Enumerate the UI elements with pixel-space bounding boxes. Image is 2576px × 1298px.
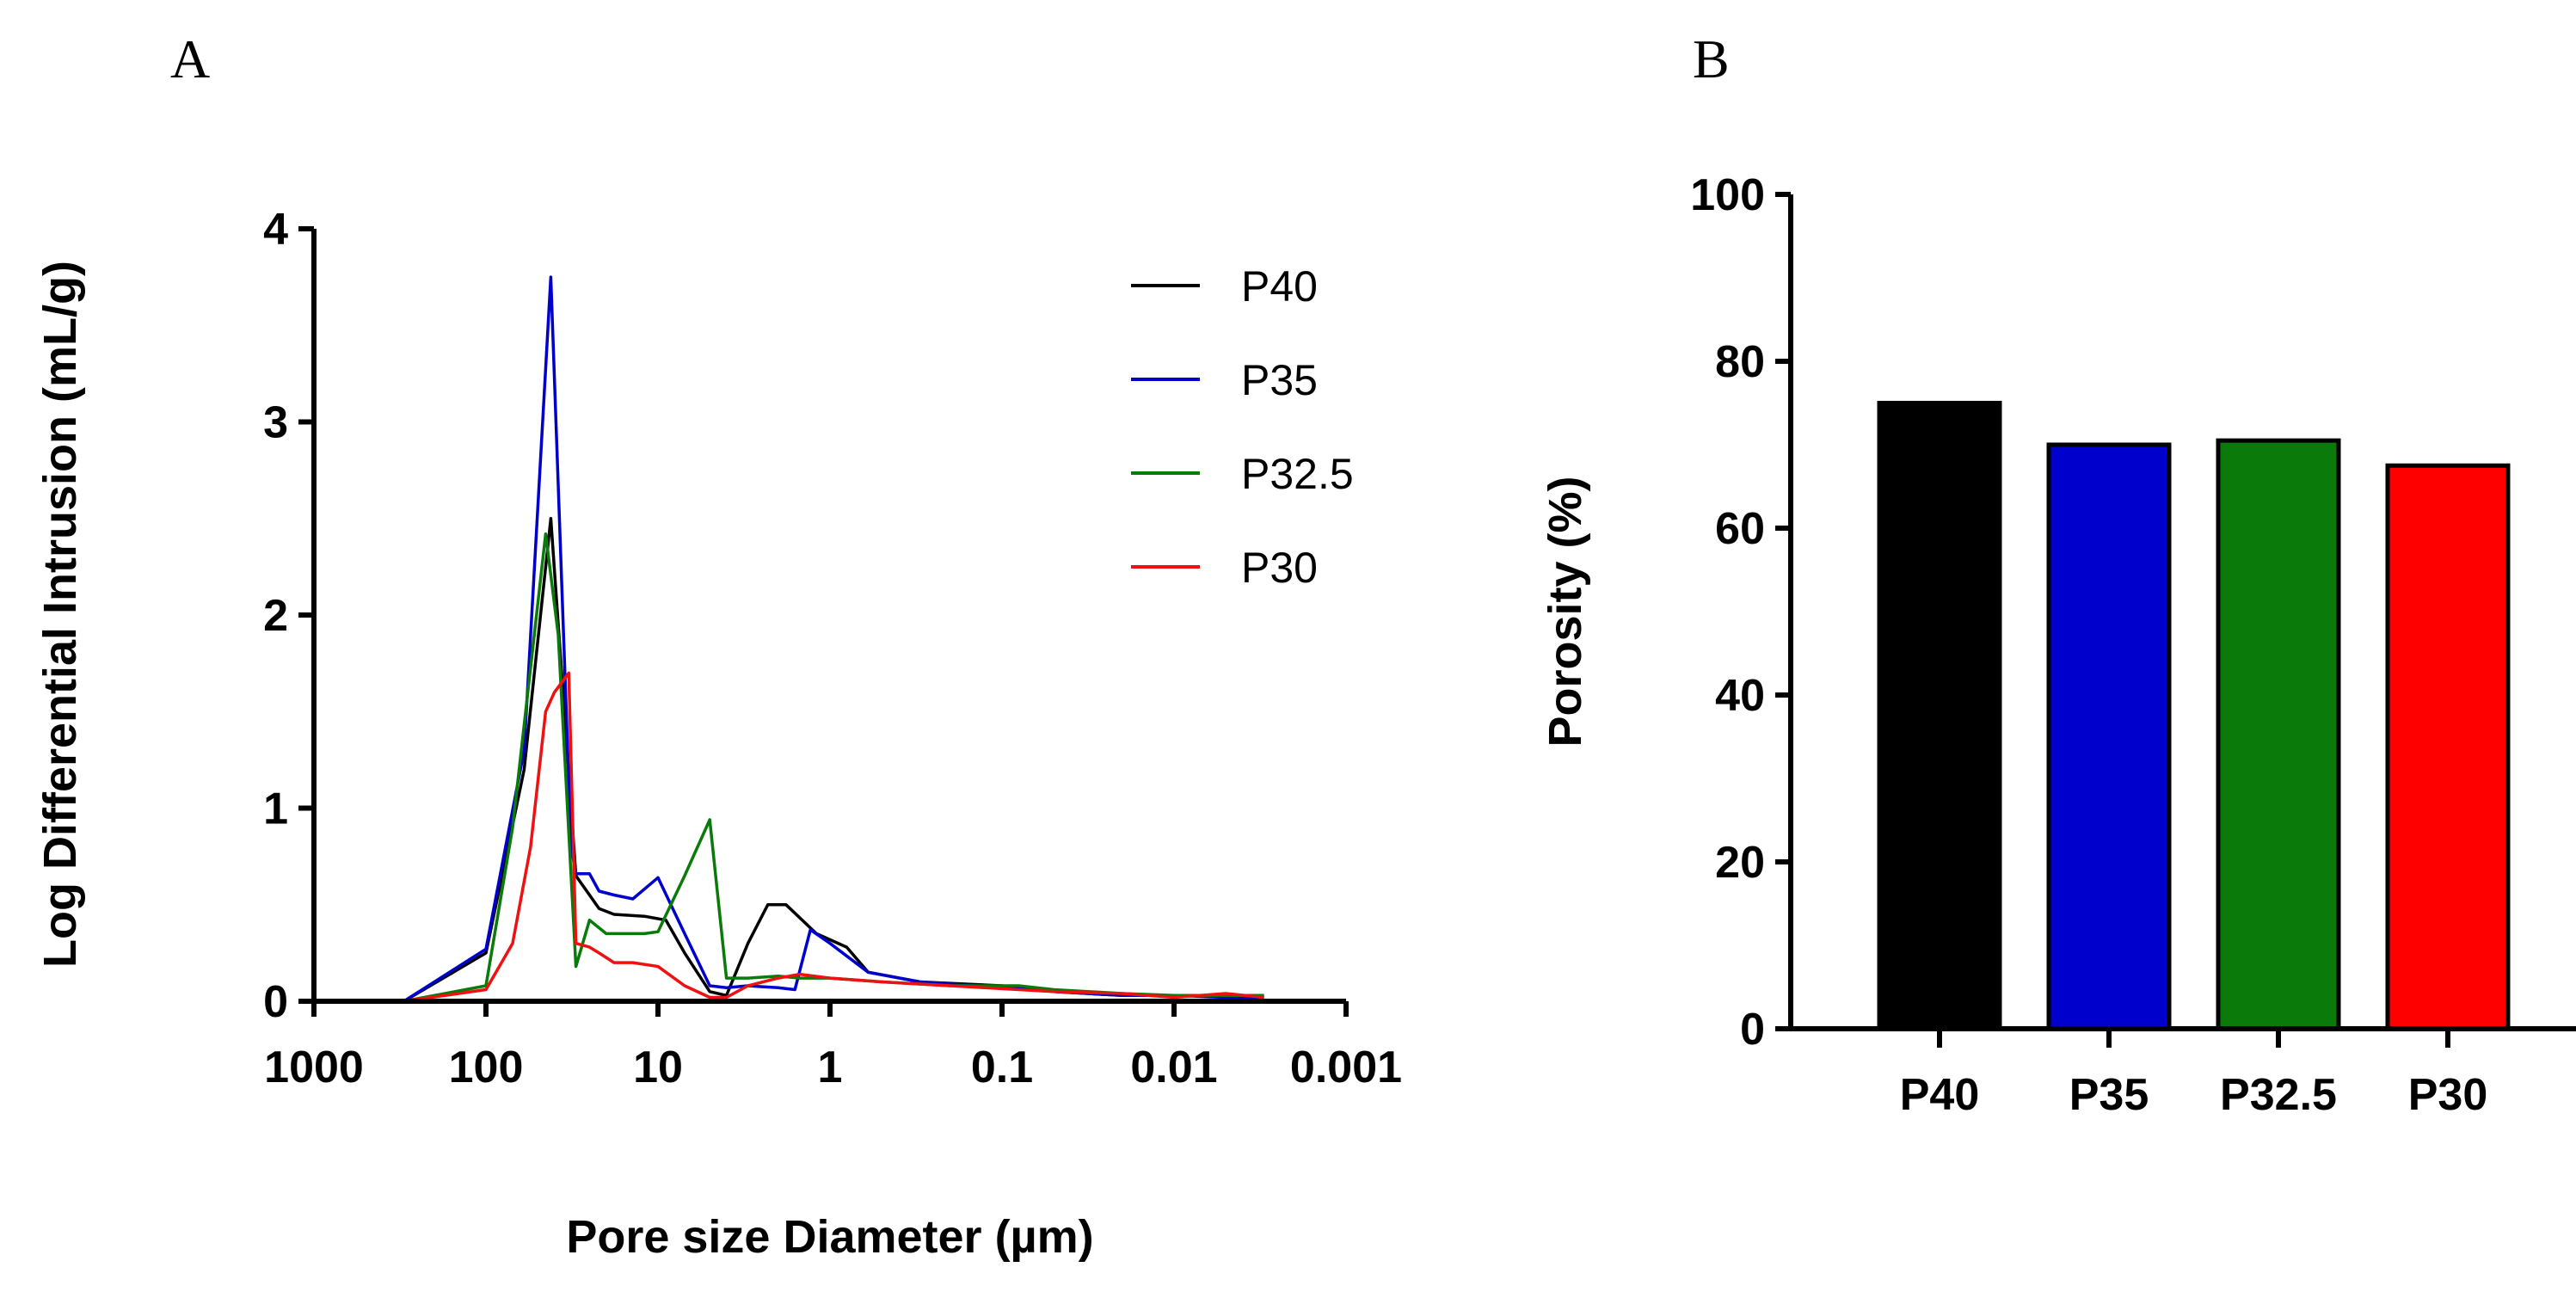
y-tick-label: 100 [1690,170,1765,220]
series-group [403,275,1264,1003]
x-tick-label: P35 [2069,1070,2149,1120]
legend-label: P32.5 [1241,450,1354,498]
panel-label-b: B [1693,28,1730,89]
bar-P32-5 [2216,438,2341,1031]
x-axis-ticks: 1000 100 10 1 0.1 0.01 0.001 [264,1001,1402,1092]
y-tick-label: 0 [1740,1005,1765,1055]
y-tick-label: 4 [263,205,288,255]
x-tick-label: 0.01 [1130,1043,1217,1092]
bar-chart-b: 0 20 40 60 80 100 P40 P35 P32.5 P30 Porosity (%) [1540,170,2576,1120]
bar-P30 [2385,463,2511,1031]
y-axis-title: Log Differential Intrusion (mL/g) [34,261,86,968]
x-tick-label: 1 [818,1043,843,1092]
panel-label-a: A [170,28,210,89]
x-tick-label: 1000 [264,1043,364,1092]
bars-group [1877,401,2511,1031]
y-axis-ticks: 0 1 2 3 4 [263,205,314,1027]
x-tick-label: 100 [449,1043,524,1092]
y-tick-label: 20 [1715,838,1765,888]
y-tick-label: 2 [263,591,288,641]
legend-label: P35 [1241,356,1318,404]
x-tick-label: 10 [633,1043,683,1092]
line-chart-a: 0 1 2 3 4 1000 100 10 1 0.1 0.01 0.001 Pore size D… [34,205,1402,1263]
legend: P40 P35 P32.5 P30 [1131,262,1354,592]
y-tick-label: 40 [1715,671,1765,721]
x-tick-label: P32.5 [2220,1070,2337,1120]
bar-P40 [1877,401,2002,1031]
x-axis-ticks: P40 P35 P32.5 P30 [1900,1029,2488,1120]
x-tick-label: P40 [1900,1070,1980,1120]
x-tick-label: 0.001 [1290,1043,1402,1092]
y-tick-label: 1 [263,784,288,834]
y-tick-label: 3 [263,398,288,448]
legend-label: P30 [1241,544,1318,592]
bar-P35 [2046,442,2172,1031]
y-tick-label: 0 [263,977,288,1027]
legend-label: P40 [1241,262,1318,311]
y-tick-label: 80 [1715,337,1765,387]
x-axis-title: Pore size Diameter (µm) [566,1211,1093,1263]
y-tick-label: 60 [1715,504,1765,554]
y-axis-title: Porosity (%) [1540,476,1591,747]
x-tick-label: 0.1 [971,1043,1033,1092]
x-tick-label: P30 [2408,1070,2488,1120]
series-line-P32-5 [403,532,1264,1003]
series-line-P30 [403,671,1264,1003]
y-axis-ticks: 0 20 40 60 80 100 [1690,170,1791,1055]
